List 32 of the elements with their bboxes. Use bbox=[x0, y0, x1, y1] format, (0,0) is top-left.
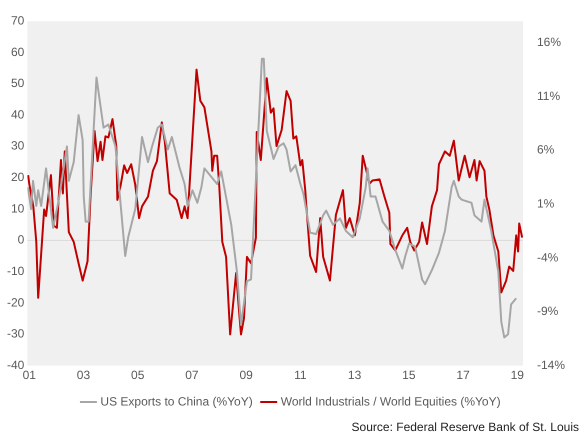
source-note: Source: Federal Reserve Bank of St. Louis bbox=[352, 420, 579, 434]
x-tick-label: 15 bbox=[402, 368, 416, 382]
y-tick-label: 30 bbox=[10, 138, 25, 153]
y2-tick-label: -4% bbox=[536, 250, 559, 264]
y2-tick-label: 1% bbox=[536, 196, 555, 210]
x-tick-label: 01 bbox=[22, 368, 36, 382]
x-tick-label: 03 bbox=[76, 368, 90, 382]
x-tick-label: 07 bbox=[185, 368, 199, 382]
y-tick-label: -10 bbox=[7, 264, 25, 278]
y-tick-label: 50 bbox=[10, 76, 25, 90]
y2-tick-label: -9% bbox=[536, 304, 559, 318]
y-tick-label: 60 bbox=[10, 44, 25, 59]
y2-tick-label: 11% bbox=[536, 88, 560, 103]
y-tick-label: -40 bbox=[7, 358, 25, 372]
x-tick-label: 19 bbox=[510, 368, 524, 382]
legend-label: World Industrials / World Equities (%YoY) bbox=[280, 394, 501, 408]
x-tick-label: 17 bbox=[456, 368, 470, 382]
y2-tick-label: 16% bbox=[536, 35, 562, 50]
y-tick-label: 10 bbox=[10, 201, 25, 216]
x-tick-label: 13 bbox=[348, 368, 362, 382]
x-tick-label: 09 bbox=[239, 368, 254, 382]
y-tick-label: -30 bbox=[7, 326, 25, 341]
y2-tick-label: -14% bbox=[536, 358, 566, 372]
y-tick-label: 70 bbox=[10, 14, 25, 28]
x-tick-label: 05 bbox=[131, 368, 145, 382]
y-tick-label: 40 bbox=[10, 107, 25, 122]
legend-label: US Exports to China (%YoY) bbox=[100, 394, 253, 408]
x-tick-label: 11 bbox=[294, 368, 307, 382]
y-tick-label: -20 bbox=[7, 295, 25, 310]
y-tick-label: 20 bbox=[10, 170, 25, 184]
y-tick-label: 0 bbox=[18, 232, 25, 247]
y2-tick-label: 6% bbox=[536, 142, 555, 157]
